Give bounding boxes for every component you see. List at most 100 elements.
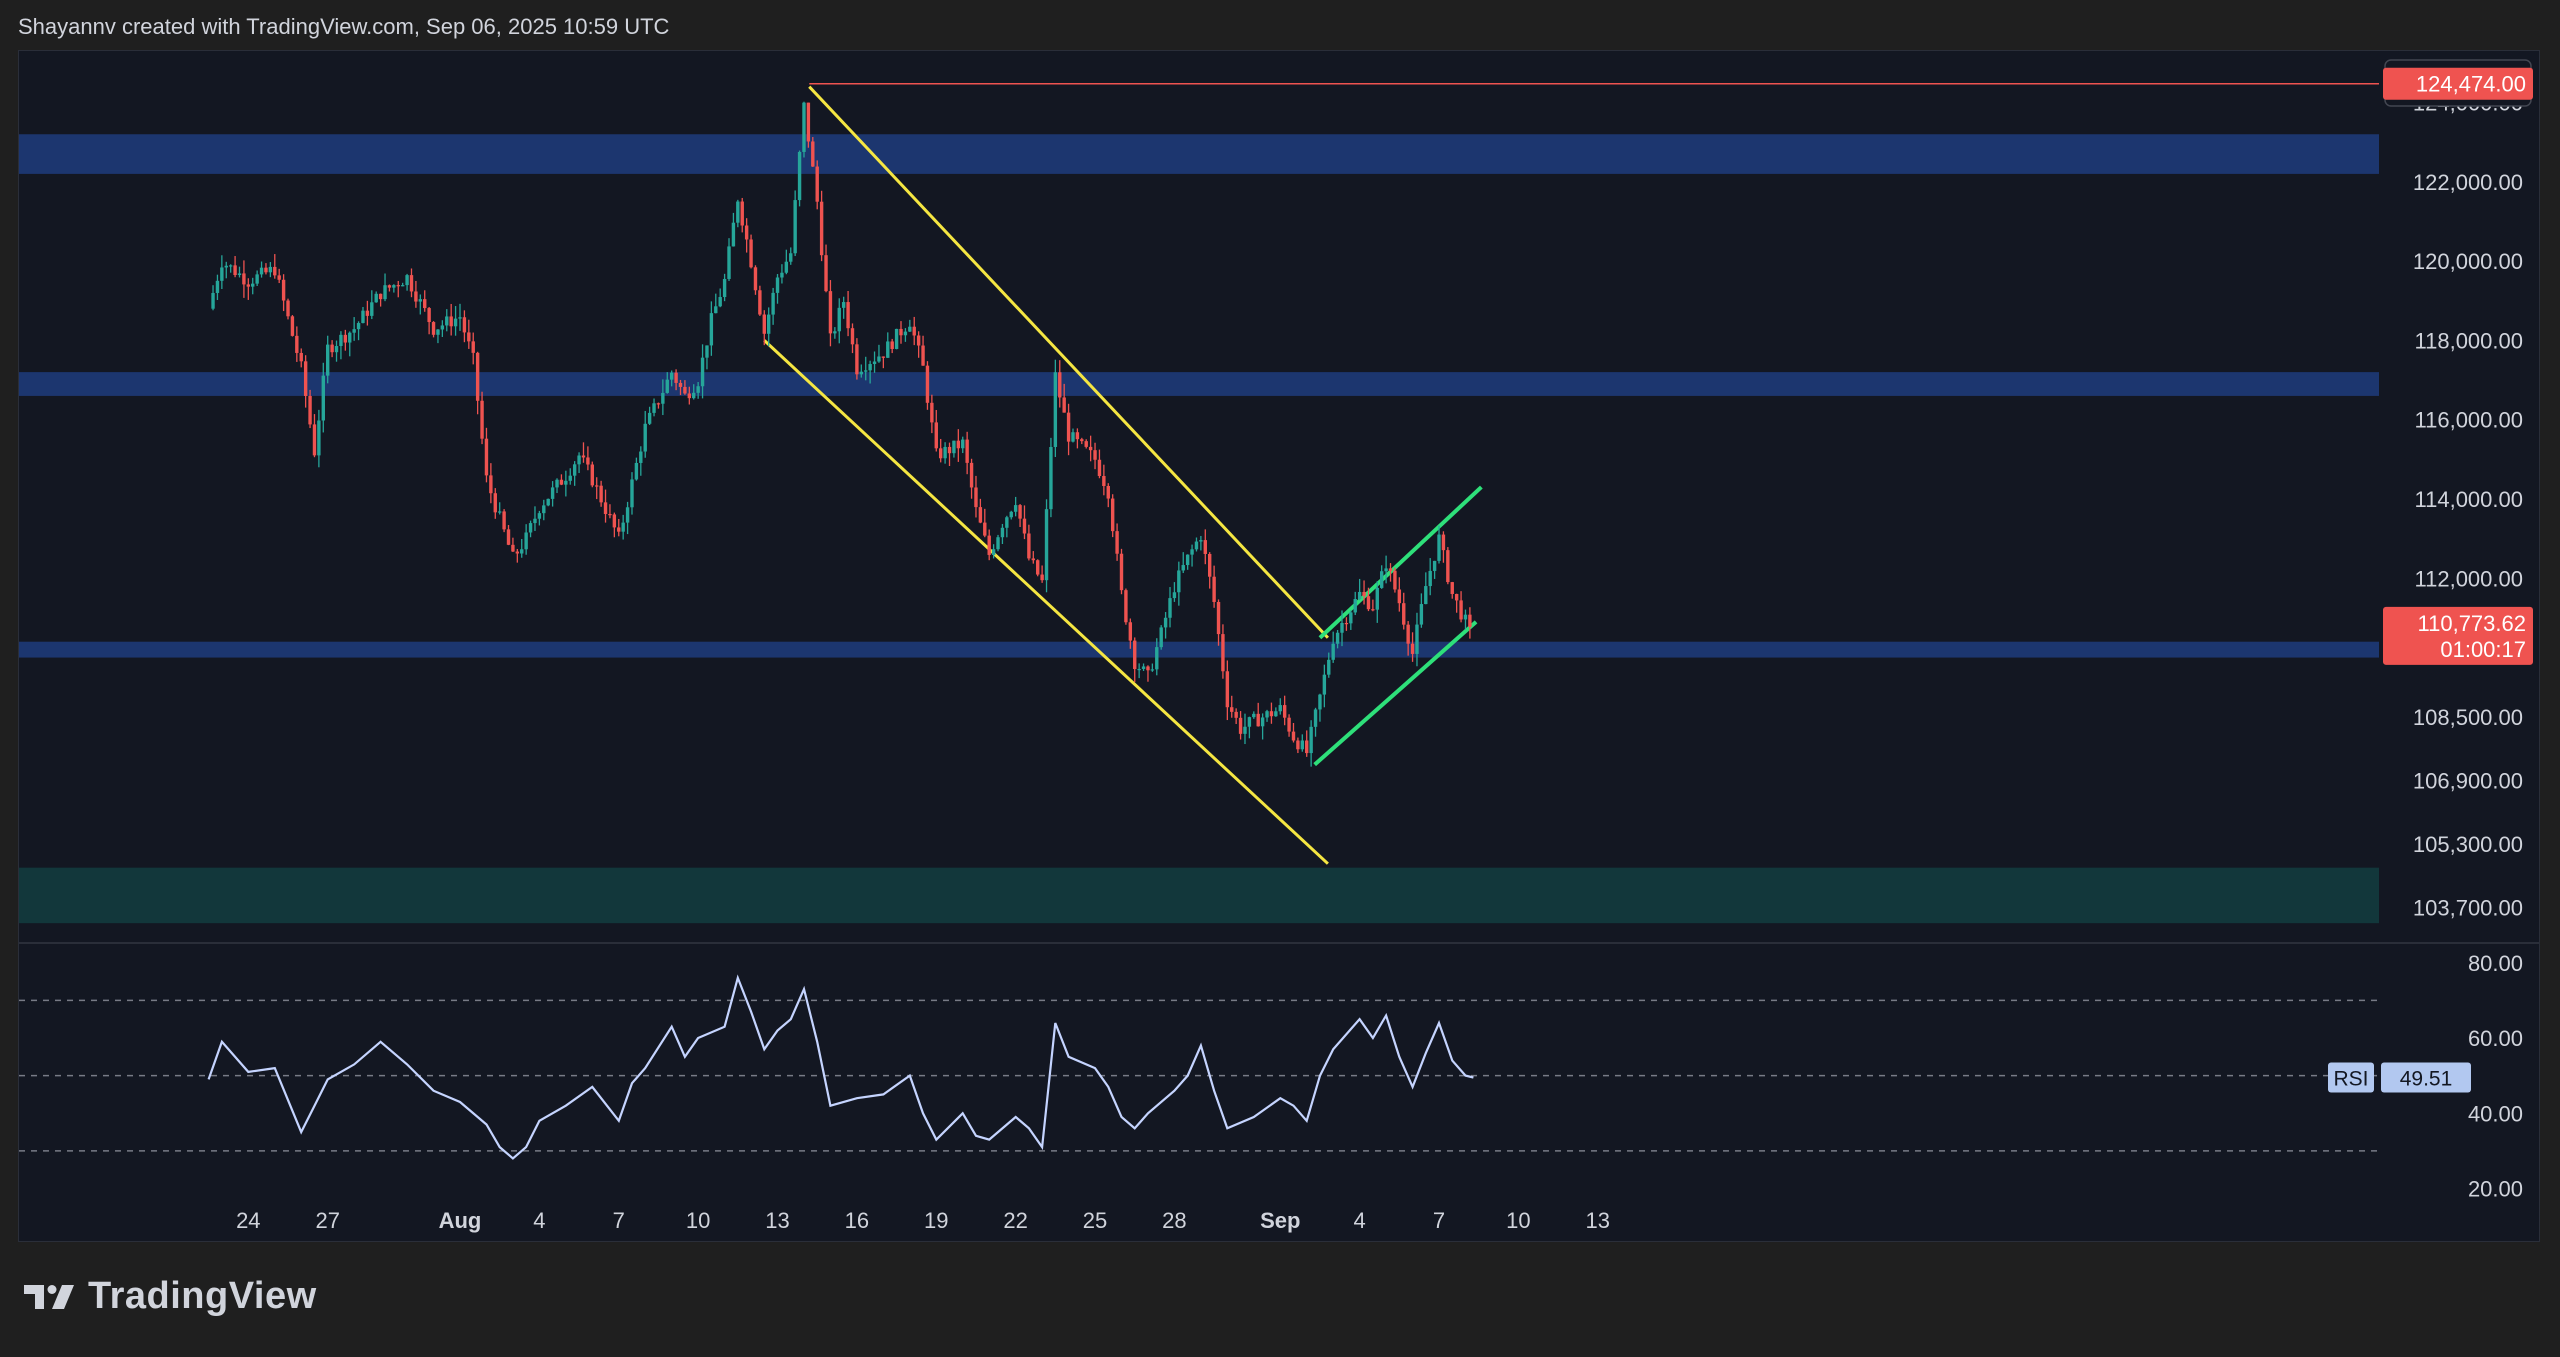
candle (753, 265, 758, 295)
price-chart[interactable]: 124,000.00122,000.00120,000.00118,000.00… (19, 51, 2539, 1241)
y-tick-label: 114,000.00 (2415, 487, 2523, 512)
candle-body (511, 544, 515, 552)
candle-body (846, 302, 850, 329)
y-tick-label: 118,000.00 (2415, 328, 2523, 353)
candle (343, 329, 348, 351)
zone-0 (19, 134, 2379, 174)
candle-body (1256, 713, 1260, 727)
candle-body (599, 485, 603, 503)
candle-body (705, 345, 709, 358)
candle (595, 477, 599, 500)
y-tick-label: 108,500.00 (2413, 705, 2523, 730)
candle-body (568, 475, 572, 481)
candle-body (908, 326, 912, 332)
candle-body (841, 302, 846, 308)
countdown-label: 01:00:17 (2440, 637, 2526, 662)
candle (709, 301, 714, 356)
candle (1168, 587, 1172, 628)
candle (1066, 403, 1071, 456)
chart-container[interactable]: 124,000.00122,000.00120,000.00118,000.00… (18, 50, 2540, 1242)
candle (974, 475, 978, 518)
candle (502, 509, 506, 533)
zone-1 (19, 372, 2379, 396)
candle (1353, 591, 1357, 616)
y-tick-label: 122,000.00 (2413, 170, 2523, 195)
candle-body (1141, 666, 1146, 669)
candle (828, 280, 833, 347)
candle (599, 480, 603, 507)
candle (1344, 617, 1349, 631)
candle (603, 489, 608, 523)
candle (1124, 588, 1128, 625)
candle-body (1410, 643, 1415, 654)
candle (767, 307, 771, 347)
candle-body (877, 356, 881, 362)
candle-body (1181, 565, 1185, 571)
candle (969, 458, 974, 499)
rsi-line (207, 974, 1474, 1160)
candle-body (550, 487, 555, 499)
candle (736, 199, 740, 228)
candle-body (572, 464, 577, 476)
candle (559, 474, 564, 486)
candle (242, 260, 246, 298)
x-tick-label: 19 (924, 1208, 948, 1233)
candle-body (1199, 540, 1203, 542)
x-tick-label: 13 (765, 1208, 789, 1233)
candle-body (423, 299, 427, 309)
candle-body (1252, 713, 1256, 718)
candle (868, 360, 872, 384)
candle-body (436, 329, 440, 335)
candle (833, 327, 837, 339)
candle-body (277, 275, 281, 280)
candle-body (859, 371, 864, 375)
candle (1110, 494, 1115, 538)
tradingview-logo[interactable]: TradingView (22, 1275, 317, 1318)
candle (374, 291, 378, 303)
candle (630, 472, 634, 515)
candle (1027, 524, 1031, 561)
candle-body (978, 507, 983, 523)
candle (1313, 707, 1318, 737)
candle-body (370, 302, 374, 316)
candle (934, 410, 938, 452)
candle-body (789, 253, 793, 262)
candle-body (1128, 622, 1133, 641)
candle (996, 534, 1000, 552)
candle-body (1375, 587, 1379, 610)
candle-body (546, 498, 550, 506)
candle (1181, 552, 1185, 574)
candle-body (903, 331, 908, 336)
candle-body (378, 293, 383, 300)
candle (806, 102, 811, 148)
candle-body (850, 328, 855, 345)
candle (520, 538, 524, 558)
candle-body (987, 535, 991, 555)
candle (564, 470, 568, 497)
candle-body (268, 266, 273, 273)
candle-body (1093, 450, 1097, 460)
candle (586, 446, 590, 471)
candle-body (833, 331, 837, 334)
candle-body (974, 487, 978, 508)
candle (1221, 624, 1225, 679)
candle (758, 285, 762, 316)
x-tick-label: 27 (315, 1208, 339, 1233)
candle-body (1340, 622, 1344, 633)
candle-body (952, 440, 956, 454)
candle (1441, 531, 1446, 563)
candle (1005, 515, 1009, 538)
candle-body (802, 102, 806, 152)
candle (608, 504, 612, 519)
candle (692, 384, 696, 400)
support-resistance-zones (19, 134, 2379, 924)
candle-body (674, 372, 678, 383)
candle (1194, 537, 1199, 552)
candle (1415, 612, 1419, 667)
candle (1075, 428, 1080, 449)
candle (705, 345, 709, 370)
candle (453, 306, 458, 336)
candle (1190, 544, 1194, 567)
candle-body (1463, 614, 1468, 620)
candle-body (1265, 711, 1269, 718)
